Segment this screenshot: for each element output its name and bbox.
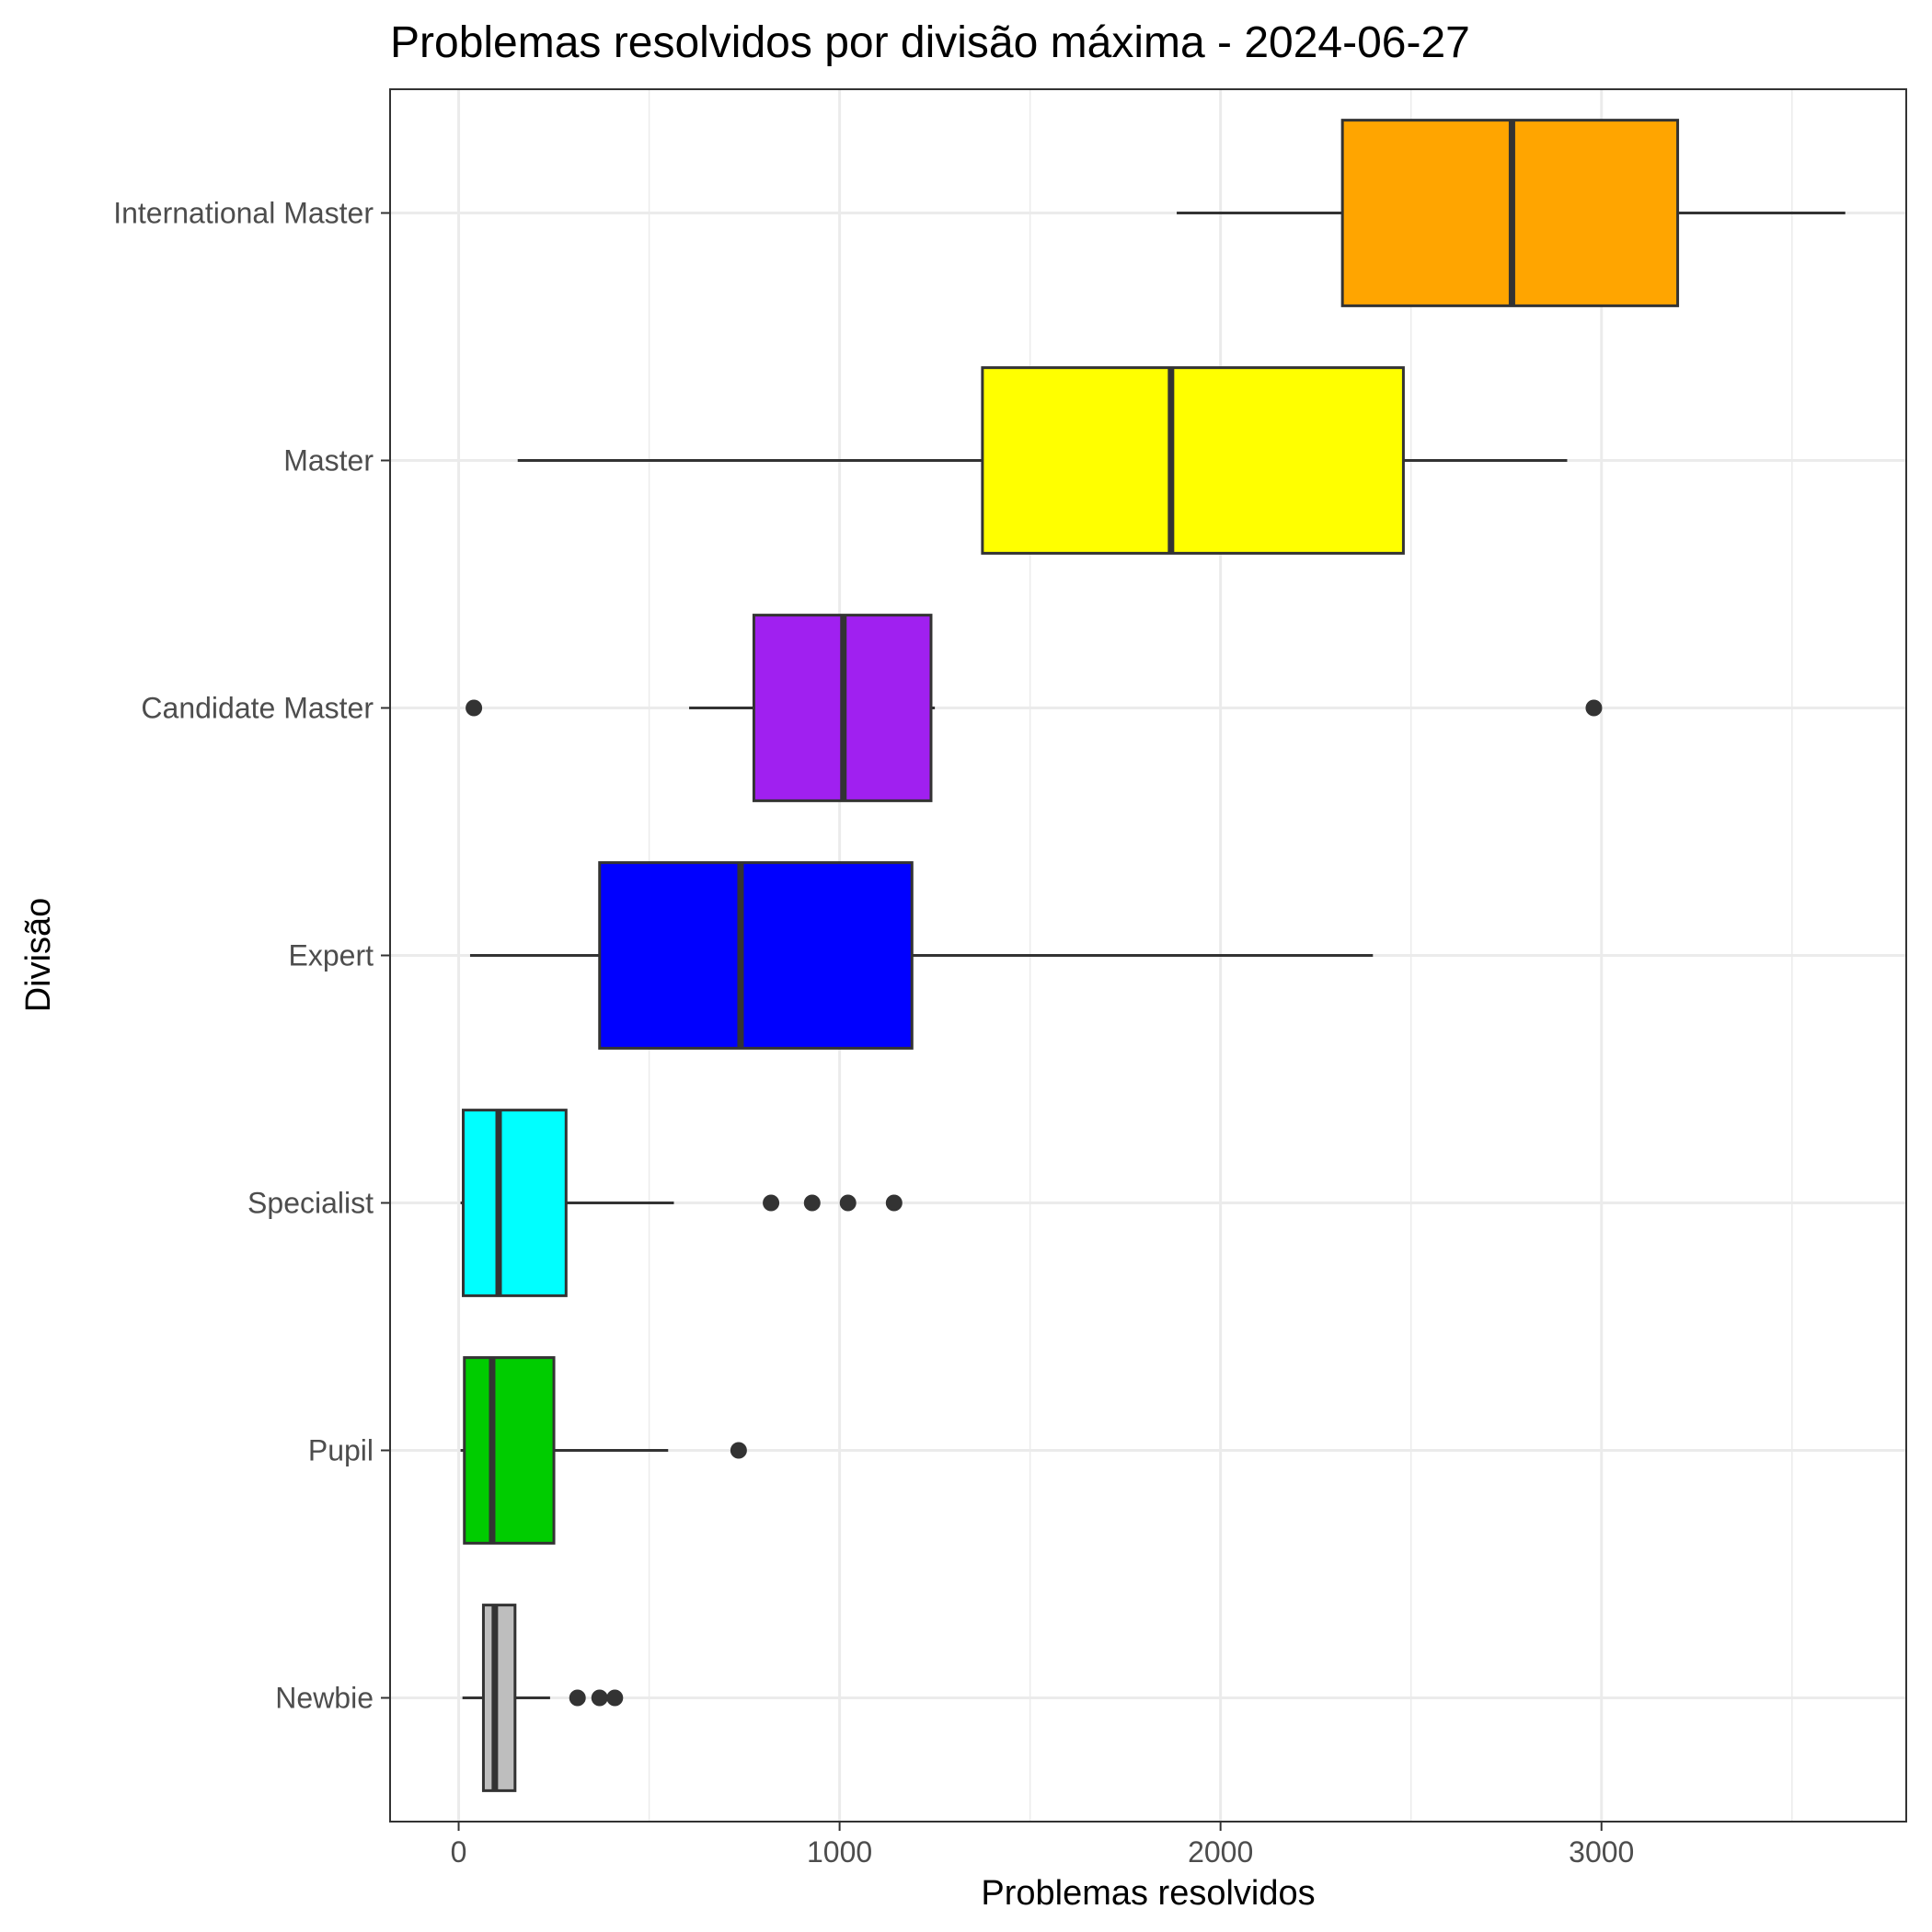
outlier-pupil <box>730 1443 747 1459</box>
box-newbie <box>483 1605 514 1791</box>
box-specialist <box>464 1110 567 1296</box>
box-pupil <box>465 1358 554 1544</box>
y-tick-label: Newbie <box>275 1682 374 1715</box>
outlier-newbie <box>606 1690 623 1707</box>
y-axis-title: Divisão <box>19 898 58 1013</box>
y-axis: Newbie Pupil Specialist Expert Candidate Mas… <box>113 197 390 1715</box>
outlier-specialist <box>763 1195 779 1212</box>
outlier-candidate-master <box>1585 700 1602 717</box>
chart-title: Problemas resolvidos por divisão máxima … <box>390 18 1470 67</box>
x-axis-title: Problemas resolvidos <box>981 1874 1315 1913</box>
box-master <box>983 368 1404 554</box>
y-tick-label: International Master <box>113 197 374 230</box>
outlier-specialist <box>886 1195 903 1212</box>
y-tick-label: Pupil <box>308 1434 374 1467</box>
y-tick-label: Expert <box>289 939 374 972</box>
x-tick-label: 1000 <box>807 1835 872 1869</box>
box-expert <box>600 863 913 1049</box>
y-tick-label: Master <box>283 444 374 477</box>
outlier-specialist <box>840 1195 857 1212</box>
x-tick-label: 0 <box>451 1835 467 1869</box>
x-axis: 0 1000 2000 3000 <box>451 1822 1635 1869</box>
x-tick-label: 3000 <box>1569 1835 1634 1869</box>
outlier-newbie <box>569 1690 586 1707</box>
outlier-newbie <box>592 1690 608 1707</box>
outlier-candidate-master <box>466 700 482 717</box>
x-tick-label: 2000 <box>1188 1835 1253 1869</box>
y-tick-label: Specialist <box>247 1187 374 1220</box>
outlier-specialist <box>804 1195 821 1212</box>
y-tick-label: Candidate Master <box>141 692 374 725</box>
